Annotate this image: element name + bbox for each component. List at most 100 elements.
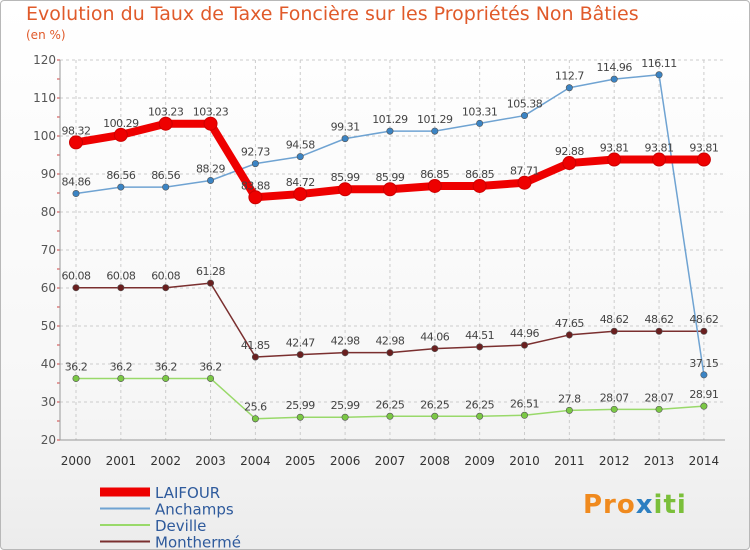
data-point bbox=[610, 405, 618, 413]
x-tick-label: 2011 bbox=[554, 454, 585, 468]
x-tick-label: 2009 bbox=[464, 454, 495, 468]
data-point bbox=[655, 405, 663, 413]
data-point bbox=[162, 374, 170, 382]
data-label: 36.2 bbox=[65, 360, 88, 373]
data-point bbox=[69, 135, 83, 150]
data-point bbox=[158, 116, 173, 131]
data-label: 87.71 bbox=[510, 165, 539, 178]
data-point bbox=[520, 112, 528, 120]
data-point bbox=[696, 152, 711, 167]
data-point bbox=[655, 71, 663, 79]
data-label: 92.73 bbox=[241, 146, 270, 159]
data-label: 36.2 bbox=[154, 360, 177, 373]
data-label: 42.47 bbox=[286, 337, 315, 350]
data-point bbox=[431, 127, 439, 135]
data-label: 116.11 bbox=[641, 57, 677, 70]
data-label: 26.25 bbox=[465, 398, 494, 411]
data-point bbox=[117, 284, 125, 292]
proxiti-logo: Proxiti bbox=[583, 490, 687, 520]
y-tick-label: 60 bbox=[41, 281, 56, 295]
data-point bbox=[431, 412, 439, 420]
data-point bbox=[72, 284, 80, 292]
data-point bbox=[72, 190, 80, 198]
data-point bbox=[386, 412, 394, 420]
data-label: 27.8 bbox=[558, 392, 581, 405]
data-point bbox=[655, 327, 663, 335]
data-label: 93.81 bbox=[645, 142, 674, 155]
data-label: 60.08 bbox=[62, 270, 91, 283]
data-label: 93.81 bbox=[600, 142, 629, 155]
x-tick-label: 2013 bbox=[644, 454, 675, 468]
data-label: 92.88 bbox=[555, 145, 584, 158]
data-label: 86.56 bbox=[106, 169, 135, 182]
data-label: 26.25 bbox=[420, 398, 449, 411]
data-label: 103.31 bbox=[462, 105, 498, 118]
data-label: 28.07 bbox=[645, 391, 674, 404]
data-point bbox=[117, 374, 125, 382]
data-label: 103.23 bbox=[148, 106, 184, 119]
data-label: 48.62 bbox=[645, 313, 674, 326]
y-tick-label: 50 bbox=[41, 319, 56, 333]
legend-label: Anchamps bbox=[155, 501, 234, 519]
y-axis-ticks: 20 30 40 50 60 70 80 90 100 110 120 bbox=[33, 53, 56, 447]
x-tick-label: 2014 bbox=[689, 454, 720, 468]
data-point bbox=[520, 341, 528, 349]
data-label: 41.85 bbox=[241, 339, 270, 352]
data-label: 101.29 bbox=[417, 113, 453, 126]
y-tick-label: 120 bbox=[33, 53, 56, 67]
y-tick-label: 30 bbox=[41, 395, 56, 409]
data-point bbox=[565, 331, 573, 339]
data-point bbox=[431, 345, 439, 353]
data-label: 61.28 bbox=[196, 265, 225, 278]
data-label: 86.85 bbox=[420, 168, 449, 181]
data-point bbox=[296, 413, 304, 421]
data-point bbox=[341, 349, 349, 357]
y-tick-label: 20 bbox=[41, 433, 56, 447]
data-label: 44.06 bbox=[420, 331, 449, 344]
data-point bbox=[248, 190, 263, 205]
data-label: 60.08 bbox=[106, 270, 135, 283]
data-point bbox=[520, 411, 528, 419]
x-tick-label: 2006 bbox=[330, 454, 361, 468]
x-tick-label: 2001 bbox=[106, 454, 137, 468]
data-point bbox=[386, 349, 394, 357]
chart-series bbox=[69, 71, 711, 423]
data-label: 25.99 bbox=[331, 399, 360, 412]
data-label: 86.85 bbox=[465, 168, 494, 181]
data-point bbox=[296, 153, 304, 161]
x-tick-label: 2004 bbox=[240, 454, 271, 468]
x-axis-ticks: 2000 2001 2002 2003 2004 2005 2006 2007 2008 2009… bbox=[61, 454, 719, 468]
data-point bbox=[607, 152, 622, 167]
data-label: 28.07 bbox=[600, 391, 629, 404]
data-point bbox=[341, 413, 349, 421]
data-label: 101.29 bbox=[372, 113, 408, 126]
data-point bbox=[382, 182, 397, 197]
data-label: 84.72 bbox=[286, 176, 315, 189]
data-label: 26.51 bbox=[510, 397, 539, 410]
data-point bbox=[610, 327, 618, 335]
x-tick-label: 2000 bbox=[61, 454, 92, 468]
data-point bbox=[162, 183, 170, 191]
data-point bbox=[162, 284, 170, 292]
data-point bbox=[113, 127, 128, 142]
chart-grid bbox=[60, 59, 725, 441]
data-label: 99.31 bbox=[331, 121, 360, 134]
data-point bbox=[386, 127, 394, 135]
data-label: 105.38 bbox=[507, 98, 543, 111]
data-label: 100.29 bbox=[103, 117, 139, 130]
data-labels: 98.32 100.29 103.23 103.23 83.88 84.72 85.99 85… bbox=[62, 57, 720, 414]
legend-label: Monthermé bbox=[155, 534, 241, 550]
data-point bbox=[207, 279, 215, 287]
y-tick-label: 40 bbox=[41, 357, 56, 371]
data-point bbox=[610, 75, 618, 83]
x-tick-label: 2002 bbox=[150, 454, 181, 468]
data-label: 48.62 bbox=[600, 313, 629, 326]
data-point bbox=[341, 135, 349, 143]
data-label: 94.58 bbox=[286, 139, 315, 152]
data-label: 112.7 bbox=[555, 70, 584, 83]
data-label: 42.98 bbox=[375, 335, 404, 348]
data-label: 26.25 bbox=[375, 398, 404, 411]
